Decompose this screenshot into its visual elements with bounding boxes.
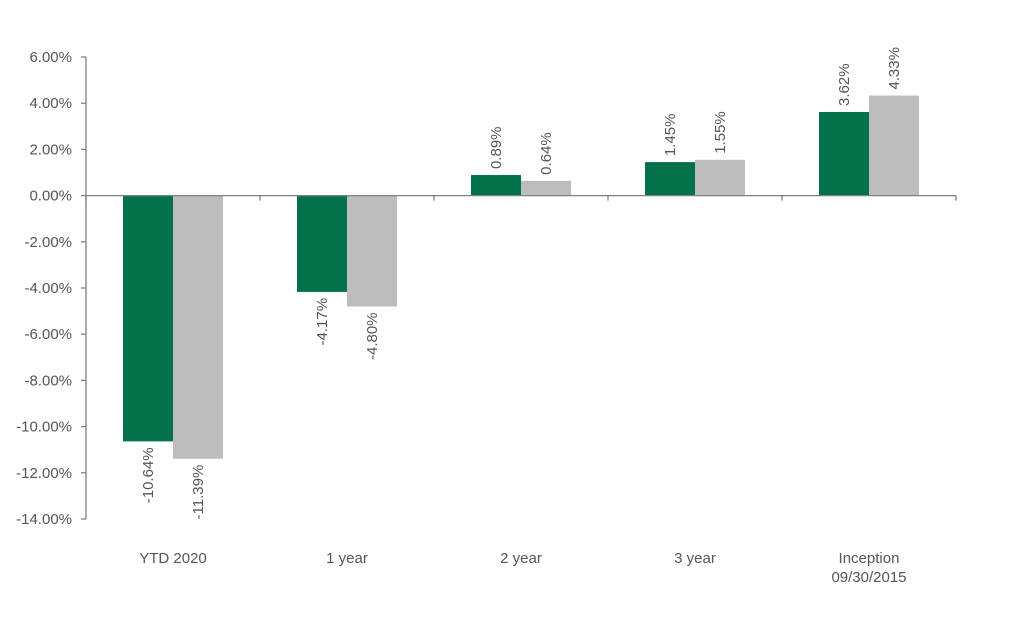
bars: [123, 95, 919, 459]
y-tick-label: 2.00%: [29, 141, 72, 158]
y-axis-tick-labels: 6.00% 4.00% 2.00% 0.00% -2.00% -4.00% -6.00% -8…: [16, 49, 72, 528]
bar: [819, 111, 869, 196]
bar: [695, 159, 745, 196]
x-category-label: 09/30/2015: [831, 569, 906, 586]
x-axis: [85, 194, 957, 201]
bar: [521, 180, 571, 196]
y-tick-label: -10.00%: [16, 419, 72, 436]
x-category-label: Inception: [839, 550, 900, 567]
data-label: -10.64%: [140, 447, 157, 503]
data-label: 1.45%: [662, 114, 679, 157]
y-tick-label: 0.00%: [29, 188, 72, 205]
y-tick-label: -6.00%: [24, 326, 72, 343]
bar: [297, 195, 347, 292]
y-tick-label: 6.00%: [29, 49, 72, 66]
x-category-label: 3 year: [674, 550, 716, 567]
x-category-label: YTD 2020: [139, 550, 207, 567]
data-label: -4.17%: [314, 298, 331, 346]
data-label: 1.55%: [712, 111, 729, 154]
y-tick-label: 4.00%: [29, 95, 72, 112]
data-labels: -10.64% -11.39% -4.17% -4.80% 0.89% 0.64% 1.45…: [140, 47, 903, 519]
x-axis-category-labels: YTD 2020 1 year 2 year 3 year Inception 09/30…: [139, 550, 906, 586]
bar: [471, 175, 521, 196]
y-tick-label: -12.00%: [16, 465, 72, 482]
bar: [173, 195, 223, 459]
bar: [347, 195, 397, 307]
y-tick-label: -8.00%: [24, 372, 72, 389]
data-label: -11.39%: [190, 465, 207, 520]
bar: [869, 95, 919, 196]
y-tick-label: -14.00%: [16, 511, 72, 528]
data-label: 0.89%: [488, 126, 505, 169]
bar: [645, 162, 695, 196]
data-label: 4.33%: [886, 47, 903, 90]
x-category-label: 2 year: [500, 550, 542, 567]
y-axis: [81, 56, 87, 520]
bar: [123, 195, 173, 442]
y-tick-label: -4.00%: [24, 280, 72, 297]
y-tick-label: -2.00%: [24, 234, 72, 251]
x-category-label: 1 year: [326, 550, 368, 567]
data-label: -4.80%: [364, 312, 381, 360]
data-label: 3.62%: [836, 63, 853, 106]
data-label: 0.64%: [538, 132, 555, 175]
